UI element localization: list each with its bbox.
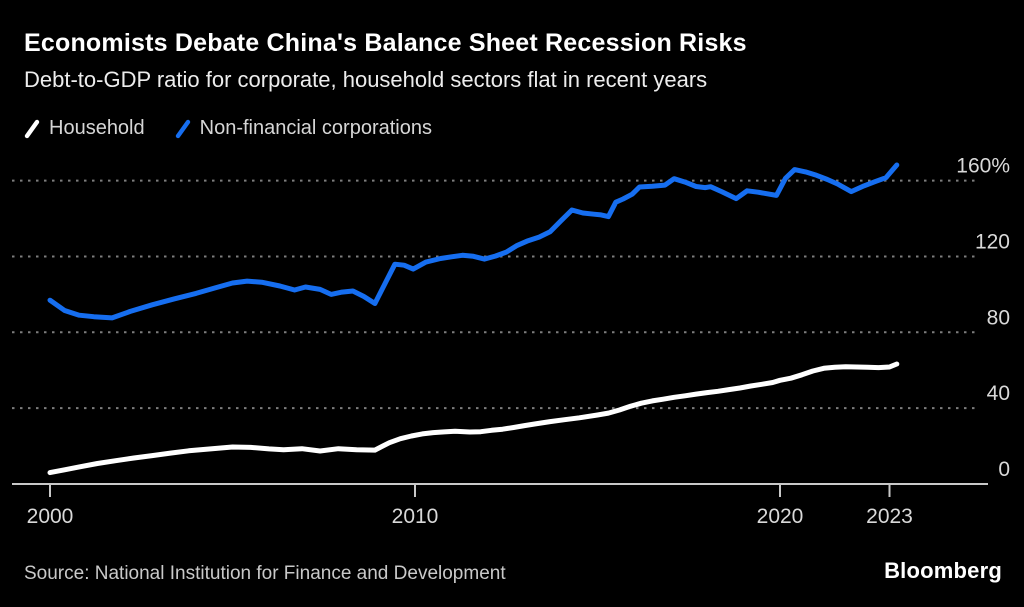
legend-item-non-financial-corporations: Non-financial corporations <box>175 117 432 140</box>
series-line-non-financial-corporations <box>47 162 900 321</box>
legend-slash-icon <box>24 119 40 138</box>
legend-label: Non-financial corporations <box>199 117 432 139</box>
source-note: Source: National Institution for Finance… <box>24 563 506 584</box>
x-axis-label-2020: 2020 <box>757 505 804 528</box>
legend-label: Household <box>49 117 145 139</box>
series-line-household <box>47 361 900 476</box>
legend-item-household: Household <box>24 117 145 140</box>
x-axis-label-2023: 2023 <box>866 505 913 528</box>
chart-subtitle: Debt-to-GDP ratio for corporate, househo… <box>24 67 708 92</box>
y-axis-label-80: 80 <box>987 306 1010 329</box>
y-axis-label-0: 0 <box>998 458 1010 481</box>
y-axis-label-40: 40 <box>987 382 1010 405</box>
slash-stroke <box>175 119 190 138</box>
y-axis-label-120: 120 <box>975 230 1010 253</box>
chart-title: Economists Debate China's Balance Sheet … <box>24 29 747 57</box>
y-axis-label-160: 160% <box>956 155 1010 178</box>
legend-slash-icon <box>175 119 190 138</box>
x-axis-label-2010: 2010 <box>392 505 439 528</box>
legend: Household Non-financial corporations <box>24 117 432 140</box>
slash-stroke <box>24 119 40 138</box>
bloomberg-logo: Bloomberg <box>884 558 1002 583</box>
x-axis-label-2000: 2000 <box>27 505 74 528</box>
